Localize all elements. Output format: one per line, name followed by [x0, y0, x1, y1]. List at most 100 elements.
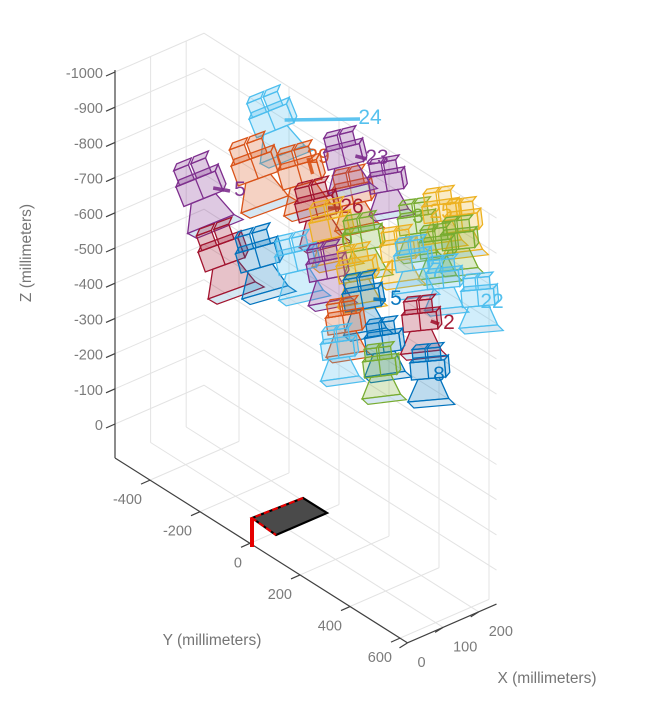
z-tick	[105, 353, 116, 359]
camera-reel-top	[346, 163, 367, 174]
camera-reel-top	[408, 233, 428, 242]
z-tick-label: -200	[74, 348, 103, 364]
camera-body-edge	[381, 335, 385, 353]
camera-glyph	[195, 216, 266, 305]
camera-reel-top	[412, 195, 432, 205]
camera-reel-top	[379, 225, 399, 234]
y-axis-title: Y (millimeters)	[163, 632, 262, 649]
z-tick	[105, 212, 116, 218]
camera-frustum-base	[378, 278, 428, 291]
z-tick	[105, 106, 116, 112]
camera-body-edge	[323, 260, 329, 279]
camera-reel	[462, 277, 477, 292]
z-tick	[105, 282, 116, 288]
camera-frustum-base	[277, 289, 333, 307]
x-floor-gridline	[185, 426, 479, 613]
x-axis-title: X (millimeters)	[497, 670, 596, 687]
camera-reel-top	[322, 128, 342, 140]
z-tick	[105, 177, 116, 183]
camera-reel	[445, 202, 461, 218]
camera-glyph	[233, 221, 298, 306]
z-tick-label: -400	[74, 277, 103, 293]
camera-reel-top	[425, 341, 446, 350]
camera-reel-top	[364, 316, 384, 326]
x-axis-line	[407, 603, 497, 644]
camera-frustum-base	[457, 324, 505, 335]
camera-body-edge	[217, 244, 226, 265]
z-tick	[105, 71, 116, 77]
y-tick	[390, 637, 401, 643]
camera-glyph	[438, 214, 486, 278]
camera-reel	[402, 299, 419, 316]
camera-body-edge	[396, 243, 400, 261]
camera-reel-top	[351, 240, 372, 251]
x-tick-label: 200	[489, 624, 513, 640]
calibration-board	[249, 496, 330, 547]
camera-body-edge	[359, 290, 365, 309]
camera-reel-top	[393, 235, 413, 244]
camera-reel	[426, 346, 442, 362]
camera-body-edge	[292, 252, 299, 272]
camera-body-edge	[254, 247, 262, 268]
y-tick-label: -400	[113, 492, 142, 508]
camera-glyph	[423, 253, 471, 317]
z-tick-label: -700	[74, 172, 103, 188]
camera-body-edge	[340, 147, 347, 166]
camera-reel	[335, 327, 351, 343]
camera-reel-top	[417, 293, 437, 302]
y-tick	[290, 574, 301, 580]
x-tick-label: 0	[418, 655, 426, 671]
camera-reel-top	[340, 294, 360, 304]
camera-reel-top	[357, 209, 378, 220]
camera-frustum-base	[392, 288, 442, 301]
camera-reel-top	[320, 324, 339, 333]
camera-reel-top	[321, 238, 342, 249]
camera-reel	[380, 319, 397, 336]
camera-reel-top	[273, 231, 295, 243]
camera-body-edge	[327, 219, 333, 239]
camera-frustum-base	[423, 305, 471, 317]
z-tick-label: 0	[95, 418, 103, 434]
camera-reel-top	[262, 83, 282, 99]
camera-label: 2	[443, 311, 455, 334]
z-tick	[105, 141, 116, 147]
camera-glyph	[457, 271, 505, 335]
camera-reel-top	[305, 241, 326, 252]
z-gridline	[114, 138, 497, 325]
camera-reel-top	[334, 322, 354, 331]
camera-body-edge	[296, 164, 304, 185]
y-tick	[240, 542, 251, 548]
tick-label-layer: -1000-900-800-700-600-500-400-300-200-10…	[66, 66, 513, 671]
axes-layer	[105, 70, 497, 649]
camera-body-edge	[441, 271, 445, 289]
camera-label: 0	[341, 229, 353, 252]
z-tick-label: -1000	[66, 66, 103, 82]
camera-reel	[363, 347, 379, 363]
camera-frustum-base	[307, 296, 360, 313]
camera-glyph	[334, 240, 389, 314]
camera-reel-top	[402, 294, 422, 303]
camera-label: 5	[234, 178, 246, 201]
camera-reel-top	[335, 243, 356, 253]
camera-body-edge	[426, 361, 430, 379]
camera-label: 26	[340, 195, 363, 218]
camera-label-bar	[373, 297, 387, 302]
camera-reel	[321, 329, 337, 345]
camera-reel-top	[376, 340, 396, 349]
camera-reel-top	[379, 314, 399, 324]
camera-reel-top	[172, 156, 193, 172]
y-tick-label: 400	[318, 619, 342, 635]
z-tick-label: -100	[74, 383, 103, 399]
camera-reel	[476, 275, 492, 291]
z-axis-title: Z (millimeters)	[18, 204, 35, 302]
camera-reel-top	[367, 156, 386, 166]
camera-body-edge	[414, 216, 418, 234]
camera-label: 3	[412, 205, 424, 228]
camera-frustum-base	[240, 285, 298, 306]
camera-reel-top	[324, 195, 346, 207]
camera-reel-top	[426, 254, 445, 262]
camera-body-edge	[250, 158, 259, 179]
y-floor-gridline	[299, 535, 390, 576]
z-gridline	[114, 314, 497, 501]
